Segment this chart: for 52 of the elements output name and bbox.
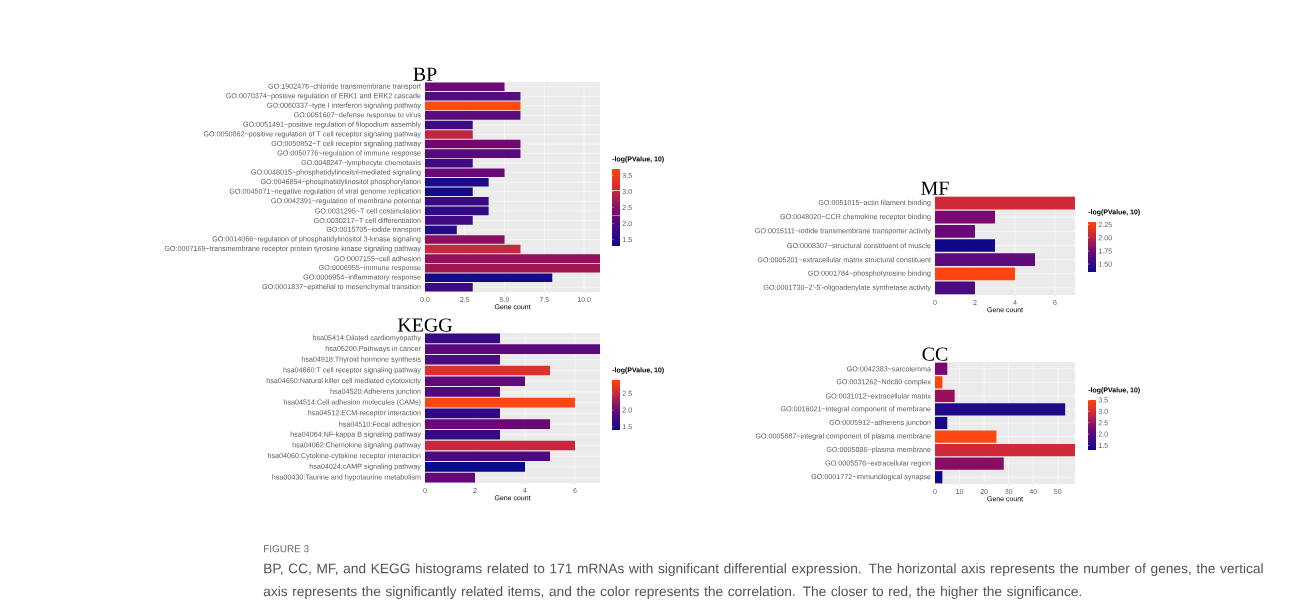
bar xyxy=(425,216,473,225)
bar xyxy=(425,235,505,244)
chart-title: BP xyxy=(413,67,437,81)
bar xyxy=(935,267,1016,281)
caption: FIGURE 3 xyxy=(264,545,309,553)
bar xyxy=(935,224,976,238)
bar xyxy=(935,444,1075,457)
bar xyxy=(425,111,521,120)
bar xyxy=(425,92,521,101)
bar xyxy=(935,196,1076,210)
bar xyxy=(425,101,521,111)
bar xyxy=(425,254,600,263)
bar xyxy=(425,120,473,130)
bar xyxy=(935,239,996,252)
bar xyxy=(425,440,575,451)
bar xyxy=(935,471,943,484)
chart-title: MF xyxy=(921,181,949,195)
bar xyxy=(425,130,473,139)
bar xyxy=(425,82,505,92)
bar xyxy=(425,429,500,440)
bar xyxy=(425,397,575,408)
bar xyxy=(425,139,521,149)
bar xyxy=(425,472,475,483)
chart-title: CC xyxy=(922,347,948,361)
bar xyxy=(935,362,948,375)
bar xyxy=(935,457,1004,470)
text: BP, CC, MF, and KEGG histograms related to 171 mRNAs with significant differential expression. The horizontal axis represents the number of genes, the vertical axis represents the significantly related items, and the color represents the correlation. The closer to red, the higher the significance. xyxy=(263,563,1263,599)
bar xyxy=(425,282,473,292)
bar xyxy=(425,376,525,387)
bar xyxy=(935,389,955,402)
bar xyxy=(425,168,505,177)
bar xyxy=(935,430,997,443)
bar xyxy=(425,344,600,354)
bar xyxy=(935,210,996,224)
bar xyxy=(425,158,473,168)
bar xyxy=(425,408,500,419)
bar xyxy=(425,354,500,365)
bar xyxy=(935,253,1036,267)
bar xyxy=(425,149,521,158)
bar xyxy=(935,376,943,389)
bar xyxy=(425,365,550,376)
bar xyxy=(425,244,521,254)
bar xyxy=(425,263,600,273)
bar xyxy=(425,419,550,429)
bar xyxy=(425,333,500,344)
chart-title: KEGG xyxy=(397,318,453,332)
bar xyxy=(935,281,976,295)
bar xyxy=(425,225,457,235)
bar xyxy=(425,387,500,397)
bar xyxy=(425,273,553,282)
bar xyxy=(425,462,525,472)
bar xyxy=(425,451,550,462)
